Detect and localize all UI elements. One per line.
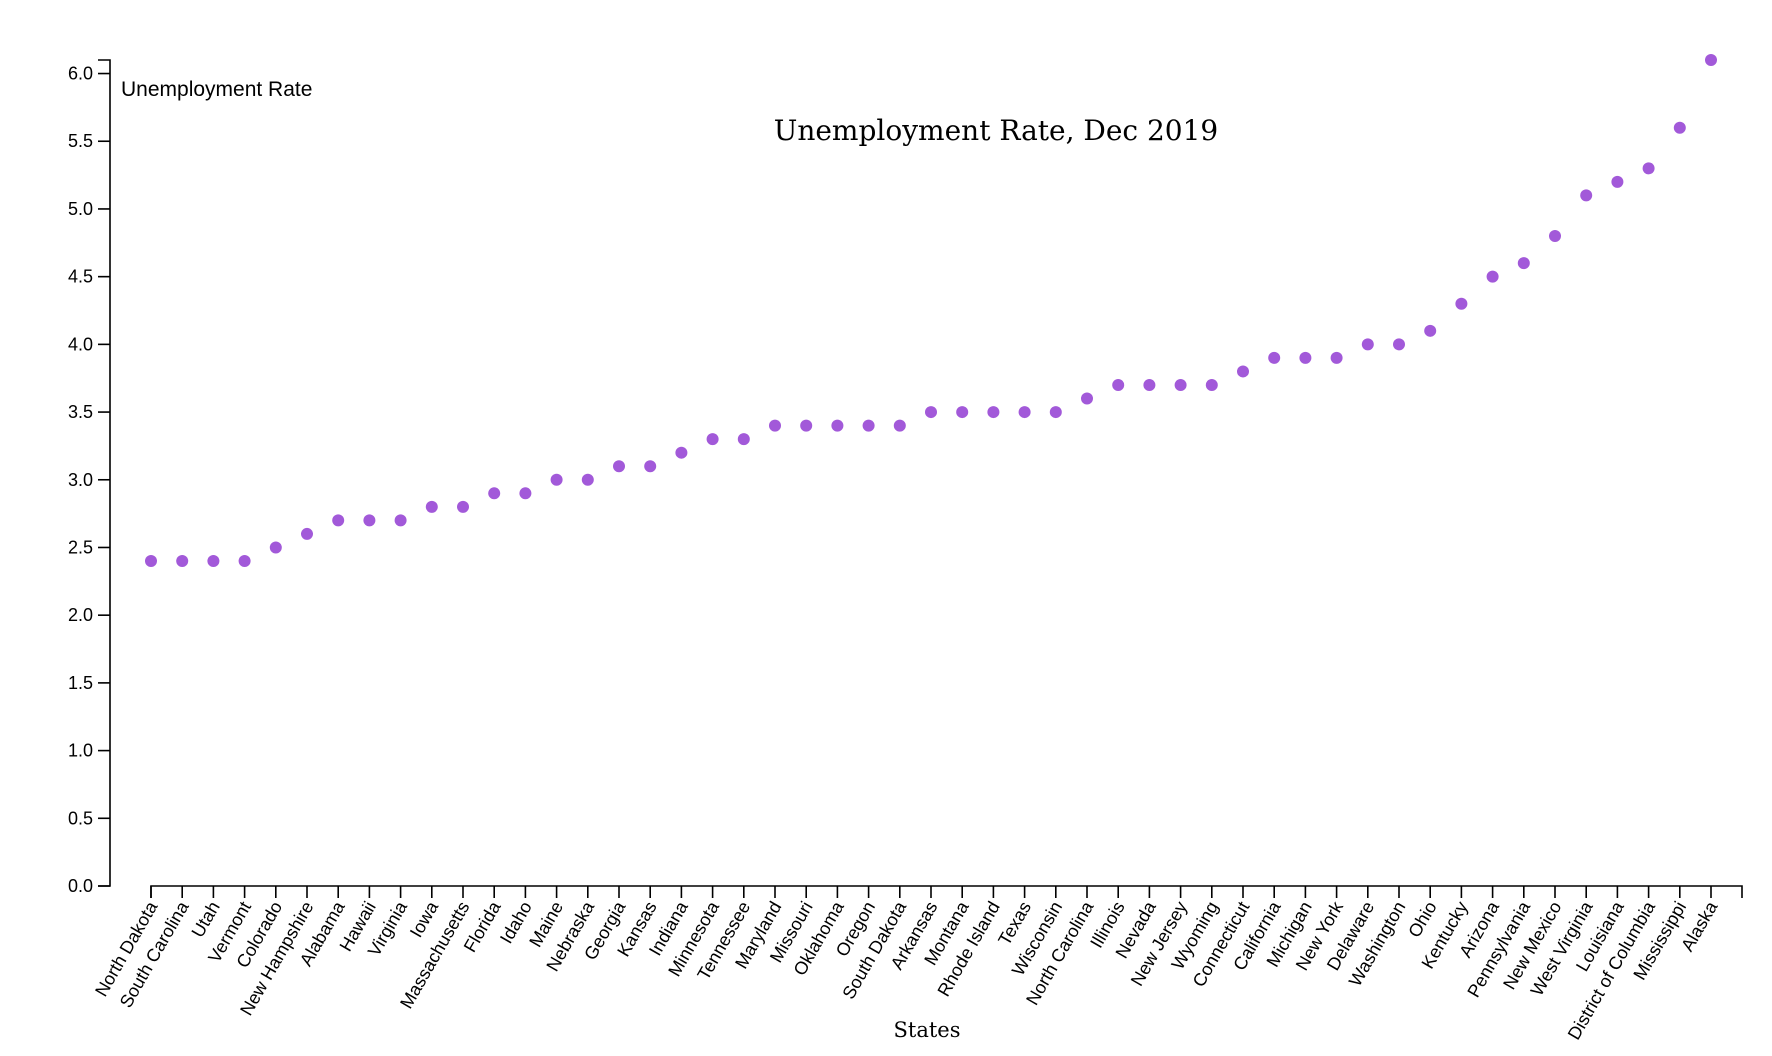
data-point — [1330, 351, 1343, 364]
data-point — [332, 514, 345, 527]
data-point — [1174, 378, 1187, 391]
x-axis-label: States — [894, 1018, 961, 1042]
data-point — [457, 500, 469, 513]
data-point — [675, 446, 688, 459]
data-point — [893, 419, 906, 432]
data-point — [831, 419, 844, 432]
data-point — [737, 433, 750, 446]
data-point — [1673, 121, 1686, 134]
data-point — [1361, 338, 1374, 351]
data-point — [1642, 162, 1655, 175]
data-point — [207, 555, 220, 568]
y-tick-label: 4.0 — [68, 334, 93, 354]
data-point — [394, 514, 407, 527]
data-point — [1611, 175, 1624, 188]
data-point — [613, 460, 625, 473]
data-point — [1424, 324, 1437, 337]
y-axis-label: Unemployment Rate — [121, 78, 312, 101]
data-point — [987, 406, 1000, 419]
data-point — [519, 487, 532, 500]
data-points — [145, 54, 1717, 568]
y-tick-label: 3.5 — [68, 402, 93, 422]
data-point — [956, 406, 969, 419]
y-tick-label: 4.5 — [68, 267, 93, 287]
x-axis-line — [150, 885, 1743, 898]
y-tick-label: 1.0 — [68, 741, 93, 761]
data-point — [1081, 392, 1093, 405]
y-axis-line — [98, 59, 111, 887]
data-point — [1705, 54, 1717, 66]
data-point — [269, 541, 282, 554]
data-point — [301, 527, 313, 540]
y-tick-label: 5.5 — [68, 131, 93, 151]
data-point — [1299, 351, 1312, 364]
data-point — [550, 473, 563, 486]
chart-title: Unemployment Rate, Dec 2019 — [774, 114, 1219, 147]
data-point — [800, 419, 813, 432]
data-point — [176, 555, 189, 568]
data-point — [706, 433, 719, 446]
data-point — [769, 419, 781, 432]
y-tick-label: 5.0 — [68, 199, 93, 219]
data-point — [1049, 406, 1062, 419]
y-axis: 0.0 0.5 1.0 1.5 2.0 2.5 3.0 3.5 4.0 4.5 5.0 5.5 6.0 — [68, 59, 111, 896]
data-point — [1018, 406, 1031, 419]
data-point — [581, 473, 594, 486]
data-point — [1517, 257, 1530, 270]
data-point — [238, 555, 251, 568]
y-tick-label: 2.5 — [68, 537, 93, 557]
y-tick-label: 0.0 — [68, 876, 93, 896]
data-point — [1205, 378, 1218, 391]
data-point — [1393, 338, 1405, 351]
data-point — [1237, 365, 1249, 378]
data-point — [425, 500, 438, 513]
y-tick-label: 3.0 — [68, 470, 93, 490]
data-point — [1112, 378, 1125, 391]
y-tick-label: 0.5 — [68, 808, 93, 828]
data-point — [862, 419, 875, 432]
y-tick-label: 1.5 — [68, 673, 93, 693]
data-point — [925, 406, 937, 419]
data-point — [1268, 351, 1281, 364]
data-point — [1486, 270, 1499, 283]
data-point — [1455, 297, 1468, 310]
data-point — [145, 555, 157, 568]
data-point — [1549, 230, 1561, 243]
y-tick-label: 2.0 — [68, 605, 93, 625]
y-tick-label: 6.0 — [68, 64, 93, 84]
data-point — [363, 514, 376, 527]
data-point — [1580, 189, 1593, 202]
data-point — [488, 487, 501, 500]
data-point — [1143, 378, 1156, 391]
data-point — [644, 460, 657, 473]
